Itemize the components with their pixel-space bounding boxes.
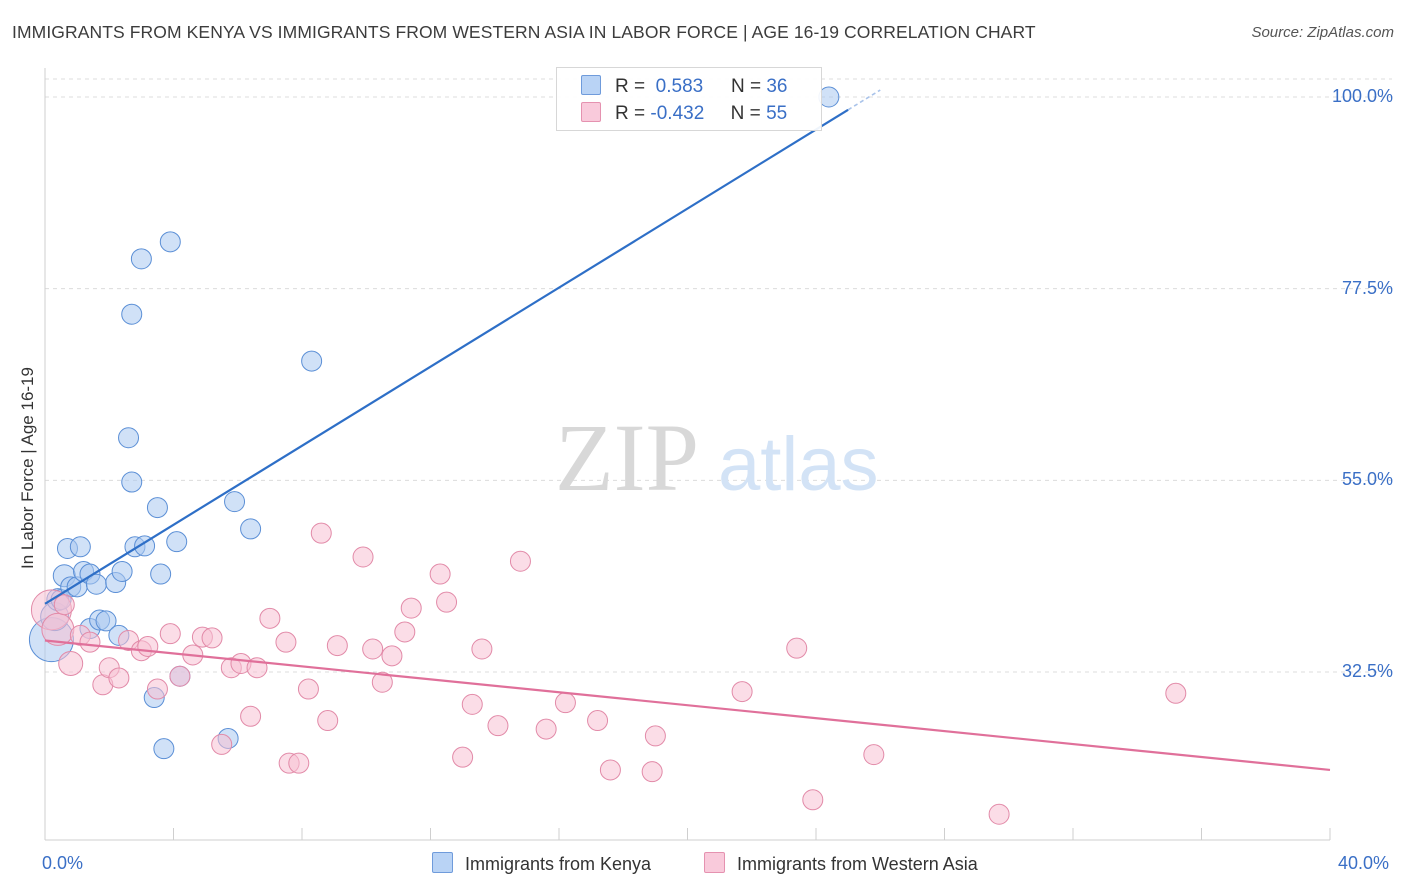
western-asia-point-27: [297, 678, 319, 700]
western-asia-point-41: [461, 693, 483, 715]
western-asia-point-46: [587, 710, 609, 732]
kenya-point-25: [146, 497, 168, 519]
kenya-point-34: [301, 350, 323, 372]
western-asia-point-40: [471, 638, 493, 660]
kenya-point-28: [159, 231, 181, 253]
western-asia-point-13: [159, 623, 181, 645]
western-asia-point-47: [599, 759, 621, 781]
x-tick-label-right: 40.0%: [1338, 853, 1390, 873]
western-asia-point-23: [259, 607, 281, 629]
kenya-point-20: [121, 303, 143, 325]
western-asia-trend-line: [44, 639, 1331, 772]
legend-swatch-western-asia: [581, 102, 601, 122]
legend-row-kenya: R = 0.583 N = 36: [581, 75, 787, 99]
legend-n-value-kenya: 36: [766, 76, 788, 97]
western-asia-point-35: [394, 621, 416, 643]
y-tick-label-2: 55.0%: [1341, 469, 1393, 490]
western-asia-point-18: [211, 733, 233, 755]
western-asia-point-50: [731, 681, 753, 703]
watermark-atlas: atlas: [718, 422, 879, 507]
kenya-point-8: [69, 536, 91, 558]
legend-swatch-kenya: [581, 75, 601, 95]
western-asia-point-22: [240, 705, 262, 727]
western-asia-point-17: [201, 627, 223, 649]
y-axis-label: In Labor Force | Age 16-19: [18, 367, 37, 569]
western-asia-point-34: [381, 645, 403, 667]
western-asia-point-55: [1165, 682, 1187, 704]
western-asia-point-42: [487, 715, 509, 737]
legend-r-label: R =: [615, 76, 646, 97]
bottom-legend-swatch-western-asia: [704, 852, 725, 873]
western-asia-point-24: [275, 631, 297, 653]
western-asia-point-12: [146, 678, 168, 700]
kenya-point-19: [121, 471, 143, 493]
western-asia-point-51: [786, 637, 808, 659]
kenya-point-29: [166, 531, 188, 553]
western-asia-point-2: [53, 594, 75, 616]
western-asia-point-5: [79, 631, 101, 653]
bottom-legend-kenya[interactable]: Immigrants from Kenya: [432, 852, 651, 875]
grid: [45, 78, 1392, 673]
western-asia-point-43: [509, 550, 531, 572]
western-asia-point-37: [429, 563, 451, 585]
bottom-legend-label-kenya: Immigrants from Kenya: [465, 854, 652, 874]
kenya-trend-extension: [847, 89, 881, 111]
kenya-point-17: [111, 560, 133, 582]
kenya-point-14: [95, 610, 117, 632]
watermark: ZIP atlas: [555, 404, 879, 511]
series-western-asia: [30, 522, 1187, 825]
kenya-trend-line: [44, 108, 849, 605]
x-tick-label-left: 0.0%: [42, 853, 84, 873]
western-asia-point-33: [371, 671, 393, 693]
y-tick-label-1: 77.5%: [1341, 277, 1393, 298]
legend-n-label: N =: [730, 76, 762, 97]
western-asia-point-48: [641, 761, 663, 783]
western-asia-point-44: [535, 718, 557, 740]
y-tick-label-0: 100.0%: [1331, 86, 1393, 106]
western-asia-point-8: [108, 667, 130, 689]
trend-lines: [44, 89, 1331, 772]
western-asia-point-29: [317, 710, 339, 732]
western-asia-point-14: [169, 665, 191, 687]
kenya-point-33: [240, 518, 262, 540]
western-asia-point-53: [863, 744, 885, 766]
source-label: Source: ZipAtlas.com: [1251, 24, 1394, 41]
legend-n-value-western-asia: 55: [766, 103, 788, 124]
kenya-point-18: [118, 427, 140, 449]
western-asia-point-31: [352, 546, 374, 568]
western-asia-point-39: [452, 746, 474, 768]
watermark-zip: ZIP: [555, 404, 699, 511]
western-asia-point-11: [137, 635, 159, 657]
legend-n-label: N =: [730, 103, 761, 124]
axes: [44, 68, 1331, 841]
bottom-legend-label-western-asia: Immigrants from Western Asia: [737, 854, 978, 874]
correlation-legend: R = 0.583 N = 36 R = -0.432 N = 55: [556, 67, 822, 131]
kenya-point-22: [130, 248, 152, 270]
western-asia-point-49: [644, 725, 666, 747]
western-asia-point-26: [288, 752, 310, 774]
legend-r-value-kenya: 0.583: [655, 76, 704, 97]
western-asia-point-52: [802, 789, 824, 811]
bottom-legend-western-asia[interactable]: Immigrants from Western Asia: [704, 852, 978, 875]
legend-r-value-western-asia: -0.432: [650, 103, 705, 124]
bottom-legend-swatch-kenya: [432, 852, 453, 873]
legend-row-western-asia: R = -0.432 N = 55: [581, 102, 787, 126]
western-asia-point-32: [362, 638, 384, 660]
western-asia-point-54: [988, 803, 1010, 825]
kenya-point-23: [134, 535, 156, 557]
kenya-point-26: [150, 563, 172, 585]
kenya-point-32: [224, 491, 246, 513]
kenya-point-27: [153, 738, 175, 760]
western-asia-point-36: [400, 597, 422, 619]
chart-title: IMMIGRANTS FROM KENYA VS IMMIGRANTS FROM…: [12, 22, 1036, 42]
western-asia-point-38: [436, 591, 458, 613]
western-asia-point-28: [310, 522, 332, 544]
western-asia-point-3: [58, 650, 84, 676]
legend-r-label: R =: [615, 103, 646, 124]
y-tick-label-3: 32.5%: [1341, 661, 1393, 681]
western-asia-point-45: [554, 692, 576, 714]
western-asia-point-30: [326, 635, 348, 657]
